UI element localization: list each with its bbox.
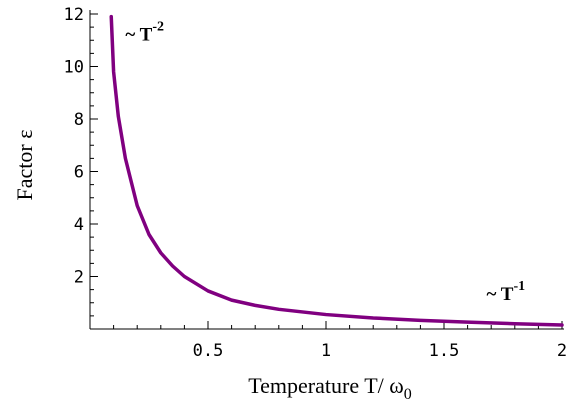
annotation-0: ~ T-2: [125, 19, 164, 45]
y-tick-label: 6: [74, 163, 84, 183]
x-tick-label: 2: [557, 341, 567, 361]
y-tick-label: 12: [64, 5, 84, 25]
y-tick-label: 2: [74, 268, 84, 288]
series-group: [109, 14, 564, 327]
y-axis-label: Factor ε: [12, 130, 37, 201]
y-tick-label: 8: [74, 110, 84, 130]
y-tick-label: 10: [64, 58, 84, 78]
x-axis-label: Temperature T/ ω0: [248, 373, 411, 403]
series-line-0: [109, 14, 564, 327]
annotation-1: ~ T-1: [486, 279, 525, 305]
y-tick-label: 4: [74, 215, 84, 235]
x-tick-label: 1.5: [429, 341, 460, 361]
x-tick-label: 0.5: [193, 341, 224, 361]
ticks: 0.5 1 1.5 2 2 4 6 8 10 12: [64, 5, 568, 361]
x-tick-label: 1: [321, 341, 331, 361]
axes: [89, 10, 564, 330]
annotations: ~ T-2 ~ T-1: [125, 19, 525, 305]
